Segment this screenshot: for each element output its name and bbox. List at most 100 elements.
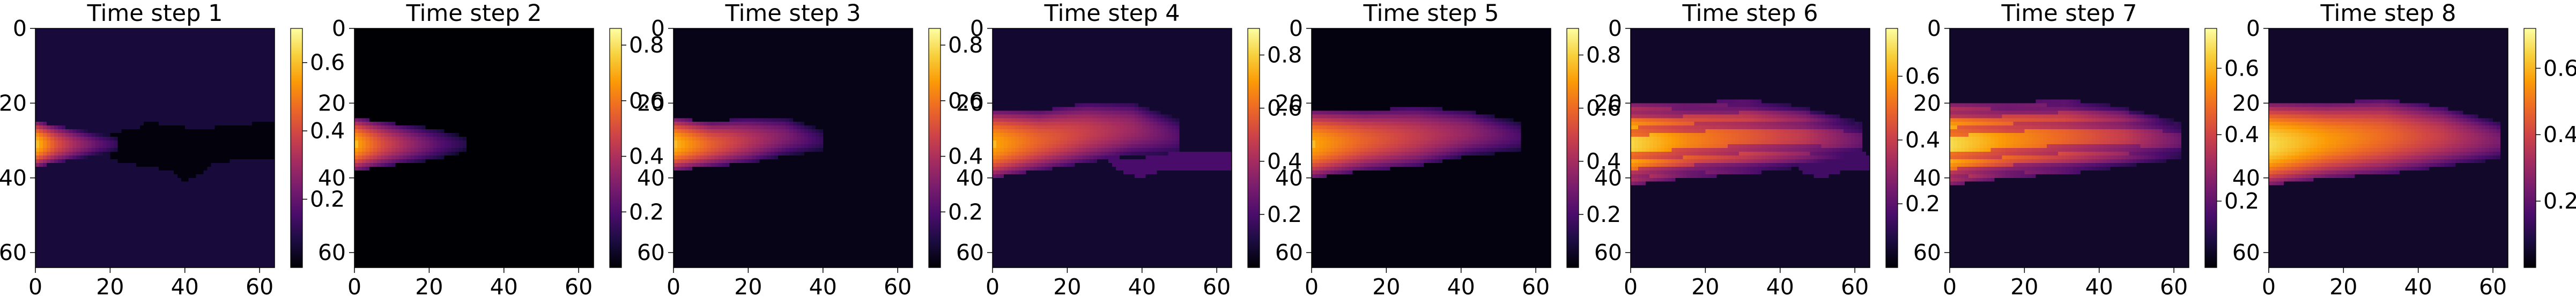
panel-1: Time step 1 0 20 40 60 0 20 40 60 0.2 0.4 0.6 <box>0 0 345 300</box>
y-tick-label: 0 <box>1927 16 1941 41</box>
colorbar <box>1247 28 1260 268</box>
colorbar-tick-label: 0.8 <box>948 32 983 58</box>
y-tick-label: 0 <box>651 16 665 41</box>
colorbar-tick-label: 0.8 <box>1267 42 1302 68</box>
colorbar-tick-label: 0.8 <box>629 32 664 58</box>
x-tick-label: 20 <box>2010 274 2038 300</box>
x-tick-label: 0 <box>1943 274 1957 300</box>
x-tick-label: 60 <box>1841 274 1869 300</box>
panel-title: Time step 8 <box>2320 0 2456 27</box>
y-tick-label: 60 <box>0 240 27 265</box>
colorbar-tick-label: 0.2 <box>948 199 983 225</box>
colorbar-tick-label: 0.6 <box>629 88 664 114</box>
colorbar-tick-label: 0.6 <box>310 50 345 76</box>
y-tick-label: 20 <box>318 90 346 116</box>
axes-frame <box>2268 28 2508 268</box>
x-tick-label: 60 <box>884 274 912 300</box>
x-tick-label: 40 <box>1766 274 1794 300</box>
axes-frame <box>354 28 594 268</box>
colorbar-tick-label: 0.2 <box>1586 202 1621 227</box>
colorbar-tick-label: 0.4 <box>2224 122 2259 147</box>
axes-frame <box>1949 28 2189 268</box>
x-tick-label: 0 <box>2262 274 2276 300</box>
colorbar-tick-label: 0.2 <box>2543 188 2576 214</box>
x-tick-label: 40 <box>490 274 518 300</box>
x-tick-label: 40 <box>1447 274 1475 300</box>
colorbar-tick-label: 0.4 <box>310 118 345 144</box>
heatmap-image <box>1950 28 2189 268</box>
x-tick-label: 60 <box>2160 274 2188 300</box>
y-tick-label: 40 <box>1913 165 1941 191</box>
panel-title: Time step 5 <box>1363 0 1499 27</box>
x-tick-label: 40 <box>809 274 837 300</box>
y-tick-label: 0 <box>332 16 346 41</box>
x-tick-label: 40 <box>171 274 199 300</box>
colorbar-tick-label: 0.6 <box>1267 95 1302 121</box>
colorbar-tick-label: 0.4 <box>1267 149 1302 174</box>
colorbar <box>928 28 941 268</box>
y-tick-label: 40 <box>637 165 665 191</box>
colorbar-tick-label: 0.2 <box>1905 191 1940 217</box>
y-tick-label: 60 <box>2232 240 2260 265</box>
x-tick-label: 20 <box>1372 274 1400 300</box>
x-tick-label: 40 <box>2404 274 2432 300</box>
x-tick-label: 60 <box>1203 274 1231 300</box>
y-tick-label: 0 <box>1289 16 1303 41</box>
colorbar-tick-label: 0.4 <box>2543 122 2576 147</box>
y-tick-label: 20 <box>956 90 984 116</box>
x-tick-label: 40 <box>2085 274 2113 300</box>
colorbar <box>1566 28 1579 268</box>
colorbar-tick-label: 0.2 <box>310 187 345 212</box>
colorbar-tick-label: 0.4 <box>1586 149 1621 174</box>
y-tick-label: 20 <box>1275 90 1303 116</box>
x-tick-label: 20 <box>1053 274 1081 300</box>
panel-title: Time step 4 <box>1044 0 1180 27</box>
y-tick-label: 60 <box>956 240 984 265</box>
y-tick-label: 0 <box>1608 16 1622 41</box>
x-tick-label: 20 <box>96 274 124 300</box>
colorbar-tick-label: 0.2 <box>629 199 664 225</box>
colorbar-tick-label: 0.6 <box>2543 55 2576 81</box>
x-tick-label: 0 <box>347 274 361 300</box>
x-tick-label: 60 <box>1522 274 1550 300</box>
colorbar <box>2204 28 2217 268</box>
y-tick-label: 0 <box>970 16 984 41</box>
x-tick-label: 60 <box>565 274 593 300</box>
colorbar-tick-label: 0.6 <box>948 88 983 114</box>
y-tick-label: 20 <box>637 90 665 116</box>
colorbar-tick-label: 0.2 <box>2224 188 2259 214</box>
panel-title: Time step 1 <box>87 0 223 27</box>
y-tick-label: 20 <box>1594 90 1622 116</box>
y-tick-label: 60 <box>1594 240 1622 265</box>
x-tick-label: 0 <box>1305 274 1319 300</box>
y-tick-label: 0 <box>13 16 27 41</box>
panel-title: Time step 3 <box>725 0 861 27</box>
axes-frame <box>992 28 1232 268</box>
y-tick-label: 40 <box>1275 165 1303 191</box>
heatmap-image <box>1631 28 1870 268</box>
colorbar-tick-label: 0.6 <box>1586 95 1621 121</box>
y-tick-label: 40 <box>956 165 984 191</box>
y-tick-label: 40 <box>318 165 346 191</box>
y-tick-label: 60 <box>1275 240 1303 265</box>
y-tick-label: 20 <box>2232 90 2260 116</box>
axes-frame <box>35 28 275 268</box>
x-tick-label: 20 <box>1691 274 1719 300</box>
y-tick-label: 60 <box>318 240 346 265</box>
panel-title: Time step 6 <box>1682 0 1818 27</box>
y-tick-label: 40 <box>0 165 27 191</box>
colorbar-tick-label: 0.4 <box>1905 127 1940 153</box>
y-tick-label: 40 <box>2232 165 2260 191</box>
panel-title: Time step 2 <box>406 0 542 27</box>
heatmap-image <box>1312 28 1551 268</box>
heatmap-image <box>35 28 275 268</box>
x-tick-label: 0 <box>1624 274 1638 300</box>
colorbar-tick-label: 0.4 <box>629 144 664 169</box>
